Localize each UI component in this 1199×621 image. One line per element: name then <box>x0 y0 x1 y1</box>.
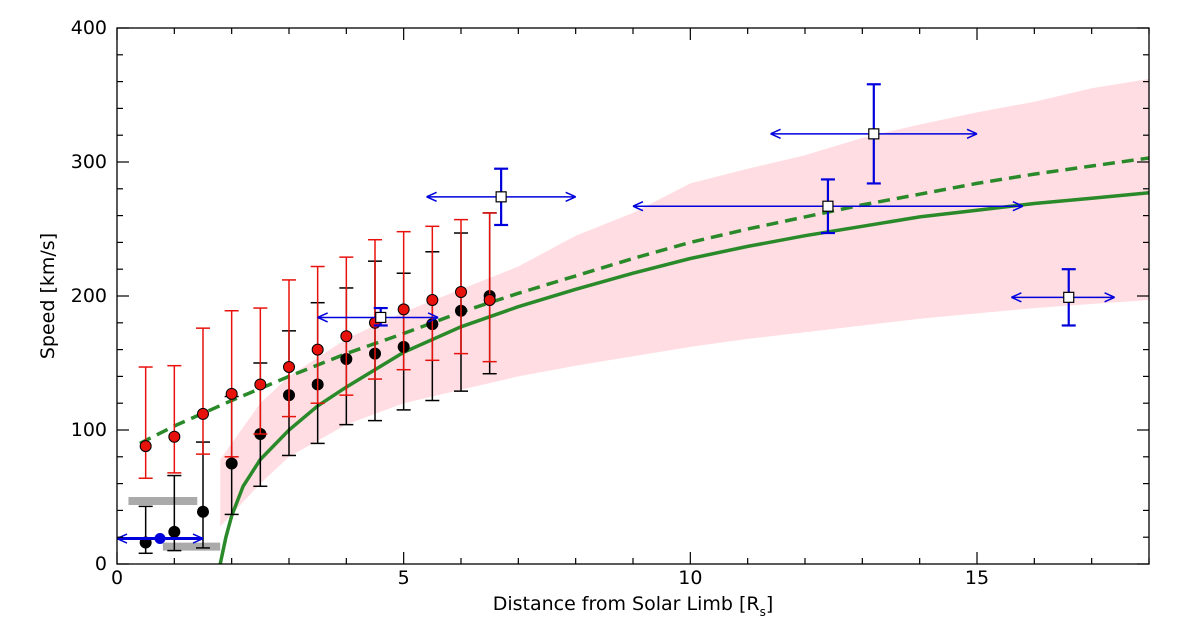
x-tick-label-10: 10 <box>678 567 702 589</box>
blue-point-4 <box>1063 291 1075 303</box>
y-tick-label-300: 300 <box>71 151 107 173</box>
blue-point-0 <box>375 311 387 324</box>
red-series-layer <box>138 212 497 479</box>
red-point-0 <box>139 440 152 453</box>
confidence-band <box>220 78 1149 527</box>
black-point-1 <box>168 525 181 538</box>
x-axis-label: Distance from Solar Limb [Rs] <box>493 593 774 619</box>
red-point-1 <box>168 430 181 443</box>
confidence-band-layer <box>220 78 1149 527</box>
blue-point-3-arrow-right <box>966 128 978 140</box>
blue-small-0-arrow-right <box>192 533 204 544</box>
red-point-12 <box>483 294 496 307</box>
solid-fit-curve <box>218 191 1149 564</box>
black-point-3 <box>225 457 238 470</box>
blue-point-3 <box>868 128 880 140</box>
x-tick-label-15: 15 <box>965 567 989 589</box>
y-tick-label-100: 100 <box>71 419 107 441</box>
blue-series-layer <box>116 83 1115 545</box>
blue-point-0-arrow-left <box>317 312 328 323</box>
blue-point-1-arrow-right <box>565 191 576 203</box>
blue-point-1-arrow-left <box>426 191 437 203</box>
y-axis-label: Speed [km/s] <box>37 233 59 359</box>
blue-point-4-arrow-right <box>1104 292 1115 303</box>
x-tick-label-0: 0 <box>111 567 123 589</box>
red-point-10 <box>426 294 439 307</box>
x-tick-label-5: 5 <box>398 567 410 589</box>
y-tick-label-200: 200 <box>71 285 107 307</box>
blue-point-0-arrow-right <box>427 312 439 323</box>
blue-point-4-arrow-left <box>1011 292 1022 303</box>
red-point-4 <box>254 378 267 391</box>
blue-point-3-arrow-left <box>770 128 781 140</box>
red-point-2 <box>197 407 209 420</box>
blue-point-2-arrow-left <box>632 201 644 212</box>
black-point-2 <box>197 505 209 518</box>
y-tick-label-0: 0 <box>95 553 107 575</box>
red-point-3 <box>225 387 238 400</box>
red-point-7 <box>340 330 353 343</box>
axes-layer: 0 5 10 15 0 100 200 300 400 <box>71 17 1150 589</box>
blue-point-2-arrow-right <box>1012 201 1024 212</box>
blue-point-2 <box>822 200 834 212</box>
red-point-9 <box>397 303 410 316</box>
gray-bar-layer <box>128 497 221 551</box>
blue-small-0 <box>154 533 166 545</box>
y-tick-label-400: 400 <box>71 17 107 39</box>
red-point-5 <box>283 361 295 374</box>
blue-point-1 <box>495 191 507 203</box>
red-point-11 <box>455 285 467 298</box>
red-point-6 <box>311 343 324 356</box>
